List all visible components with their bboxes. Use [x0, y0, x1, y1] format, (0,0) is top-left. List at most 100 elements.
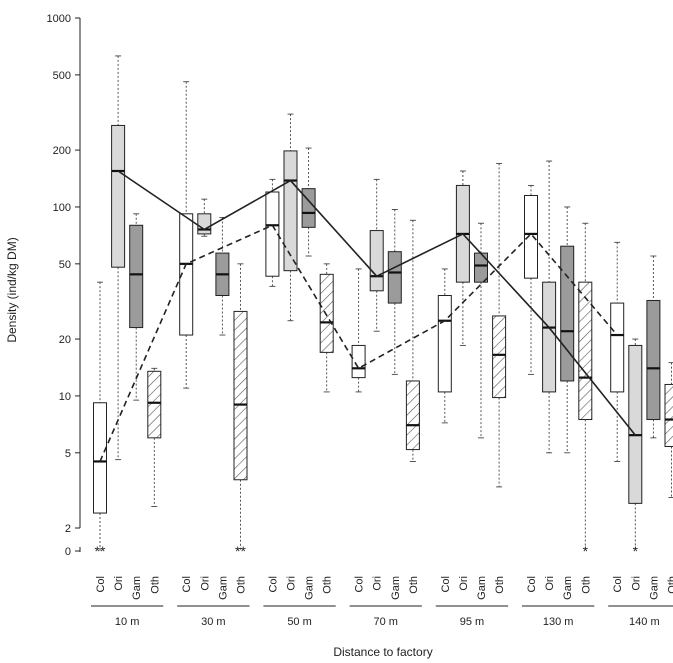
x-tick-label-gam: Gam [476, 576, 488, 600]
box-ori-140m [628, 338, 643, 551]
box-body [610, 302, 625, 393]
x-tick-label-oth: Oth [580, 576, 592, 594]
box-body [369, 230, 384, 292]
x-tick-label-oth: Oth [408, 576, 420, 594]
y-tick-label: 0 [65, 546, 71, 558]
y-tick-label: 10 [59, 391, 71, 403]
x-tick-label-oth: Oth [322, 576, 334, 594]
box-col-130m [524, 184, 538, 375]
x-tick-label-ori: Ori [630, 576, 642, 591]
x-tick-label-col: Col [612, 576, 624, 593]
box-body [111, 124, 126, 268]
box-body [560, 245, 575, 382]
box-body [197, 213, 212, 235]
median-lines-layer [99, 170, 636, 462]
box-gam-50m [301, 147, 316, 257]
box-body [265, 191, 280, 277]
y-tick-label: 50 [59, 259, 71, 271]
x-tick-label-col: Col [181, 576, 193, 593]
box-ori-50m [283, 113, 298, 322]
x-tick-label-ori: Ori [113, 576, 125, 591]
box-gam-10m [129, 213, 144, 401]
box-gam-95m [474, 222, 488, 439]
significance-marker: * [583, 543, 589, 559]
y-tick-label: 2 [65, 523, 71, 535]
x-tick-label-ori: Ori [199, 576, 211, 591]
x-tick-label-oth: Oth [236, 576, 248, 594]
box-body [646, 299, 661, 421]
box-gam-70m [387, 209, 402, 375]
x-tick-label-col: Col [440, 576, 452, 593]
x-tick-label-ori: Ori [372, 576, 384, 591]
box-oth-30m [233, 263, 248, 551]
x-tick-label-gam: Gam [217, 576, 229, 600]
box-body [542, 281, 557, 393]
x-tick-label-ori: Ori [458, 576, 470, 591]
x-tick-label-gam: Gam [390, 576, 402, 600]
box-body [129, 224, 144, 329]
box-body [405, 380, 420, 451]
significance-marker: * [633, 543, 639, 559]
box-ori-10m [111, 55, 126, 461]
box-oth-50m [319, 263, 334, 393]
x-tick-label-gam: Gam [562, 576, 574, 600]
box-body [93, 402, 107, 514]
box-body [233, 310, 248, 481]
box-gam-130m [560, 206, 575, 454]
box-col-140m [610, 241, 625, 462]
box-body [578, 281, 593, 421]
box-body [351, 344, 366, 379]
box-oth-95m [492, 162, 507, 488]
x-tick-label-gam: Gam [648, 576, 660, 600]
x-axis-label: Distance to factory [333, 645, 432, 659]
x-tick-label-oth: Oth [494, 576, 506, 594]
y-tick-label: 500 [53, 70, 71, 82]
group-label: 10 m [115, 616, 139, 628]
y-tick-label: 5 [65, 448, 71, 460]
group-label: 50 m [287, 616, 311, 628]
x-tick-label-ori: Ori [286, 576, 298, 591]
box-oth-140m [664, 362, 673, 498]
x-tick-label-col: Col [267, 576, 279, 593]
box-body [179, 213, 194, 336]
box-col-70m [351, 268, 366, 393]
box-body [524, 194, 538, 279]
box-body [437, 294, 452, 393]
x-tick-label-oth: Oth [667, 576, 673, 594]
x-tick-label-col: Col [95, 576, 107, 593]
box-body [387, 251, 402, 304]
box-gam-30m [215, 217, 230, 336]
box-body [319, 273, 334, 353]
box-oth-130m [578, 222, 593, 551]
y-tick-label: 20 [59, 334, 71, 346]
y-axis-label: Density (ind/kg DM) [5, 237, 19, 342]
group-label: 140 m [629, 616, 660, 628]
boxes-layer [93, 55, 673, 551]
significance-marker: ** [235, 543, 246, 559]
box-col-10m [93, 281, 107, 551]
box-ori-30m [197, 198, 212, 237]
x-tick-label-col: Col [526, 576, 538, 593]
box-ori-70m [369, 178, 384, 332]
box-body [492, 315, 507, 399]
x-tick-label-gam: Gam [131, 576, 143, 600]
box-col-50m [265, 178, 280, 287]
box-body [664, 383, 673, 447]
box-body [147, 370, 162, 439]
col-median-line [99, 224, 618, 462]
group-label: 70 m [374, 616, 398, 628]
box-gam-140m [646, 255, 661, 439]
box-col-95m [437, 268, 452, 424]
box-ori-130m [542, 160, 557, 454]
x-tick-label-oth: Oth [149, 576, 161, 594]
box-body [283, 150, 298, 272]
box-body [628, 344, 643, 504]
y-tick-label: 1000 [47, 13, 71, 25]
box-oth-70m [405, 219, 420, 462]
y-tick-label: 200 [53, 145, 71, 157]
x-tick-label-ori: Ori [544, 576, 556, 591]
box-oth-10m [147, 367, 162, 507]
